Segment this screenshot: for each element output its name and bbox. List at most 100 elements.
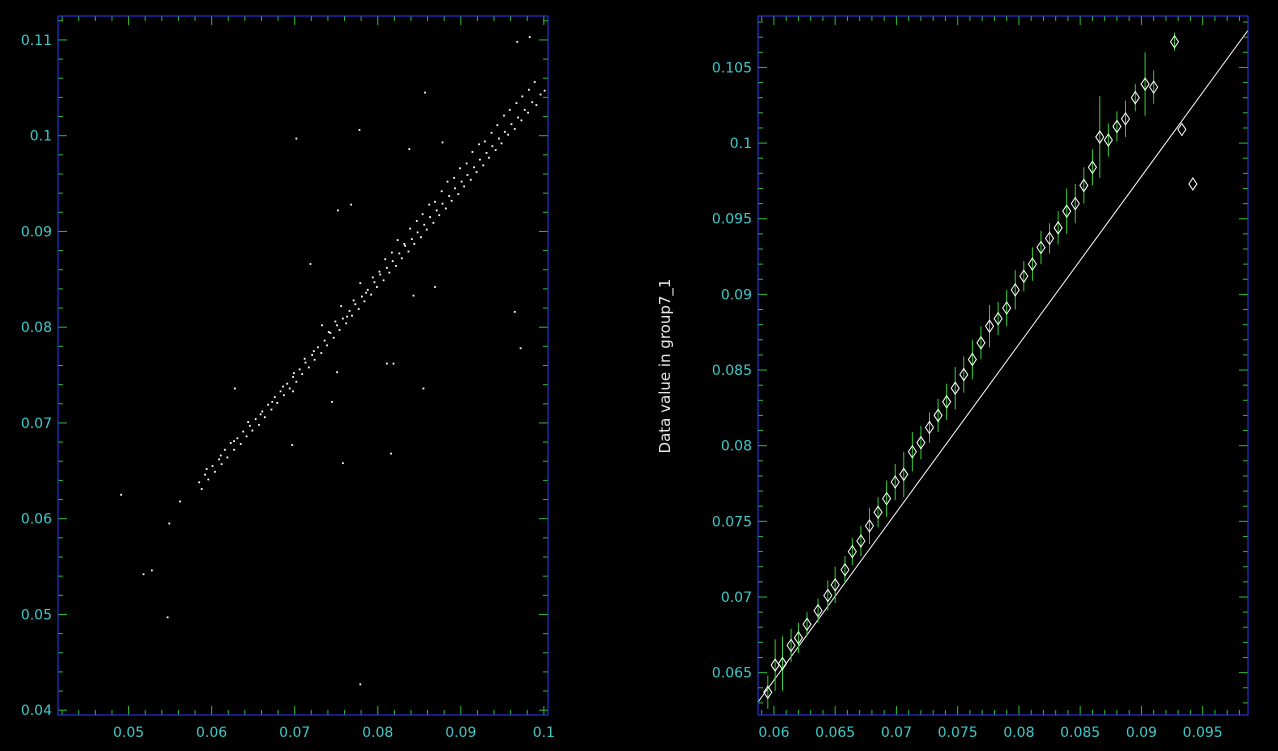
scatter-point	[200, 488, 203, 490]
diamond-marker	[1130, 90, 1140, 105]
diamond-marker	[1036, 240, 1046, 255]
left-y-tick-label: 0.09	[21, 224, 52, 240]
scatter-point	[311, 354, 314, 356]
scatter-point	[395, 265, 397, 267]
scatter-point	[309, 263, 312, 265]
scatter-point	[429, 216, 431, 218]
scatter-point	[304, 361, 307, 364]
scatter-point	[321, 324, 324, 327]
diamond-marker	[777, 656, 788, 671]
scatter-point	[508, 108, 511, 111]
scatter-point	[258, 423, 260, 426]
diamond-marker	[899, 467, 909, 482]
scatter-point	[488, 156, 490, 159]
right-y-tick-label: 0.085	[712, 363, 752, 379]
scatter-point	[469, 178, 472, 181]
scatter-point	[331, 400, 333, 403]
scatter-point	[276, 401, 279, 404]
scatter-point	[286, 382, 289, 385]
left-axis-ticks	[58, 16, 548, 715]
scatter-point	[388, 271, 391, 274]
scatter-point	[150, 569, 153, 572]
scatter-point	[301, 373, 304, 376]
scatter-point	[398, 252, 401, 255]
scatter-point	[404, 244, 407, 247]
scatter-point	[359, 683, 362, 686]
scatter-point	[371, 276, 374, 279]
scatter-point	[320, 352, 323, 354]
scatter-point	[510, 123, 513, 126]
left-y-tick-label: 0.1	[30, 129, 52, 145]
diamond-marker	[840, 562, 850, 577]
diamond-marker	[907, 444, 917, 459]
scatter-point	[218, 458, 221, 461]
right-y-tick-label: 0.105	[712, 60, 752, 76]
diamond-marker	[1188, 177, 1198, 191]
right-x-tick-label: 0.09	[1126, 725, 1157, 741]
diamond-marker	[1095, 130, 1105, 144]
scatter-point	[471, 151, 474, 153]
scatter-point	[282, 385, 284, 388]
scatter-point	[341, 462, 344, 465]
diamond-marker	[882, 491, 892, 506]
scatter-point	[539, 93, 542, 96]
scatter-point	[410, 238, 413, 241]
scatter-point	[282, 394, 285, 397]
left-y-tick-label: 0.06	[21, 512, 52, 528]
diamond-marker	[1070, 196, 1080, 211]
scatter-point	[313, 358, 316, 361]
scatter-point	[295, 137, 298, 140]
diamond-marker	[770, 658, 780, 672]
scatter-point	[513, 128, 516, 130]
left-y-tick-label: 0.04	[21, 703, 52, 719]
scatter-point	[338, 329, 341, 331]
scatter-point	[441, 202, 444, 205]
scatter-point	[421, 213, 424, 216]
left-y-tick-label: 0.05	[21, 607, 52, 623]
scatter-point	[327, 331, 330, 333]
scatter-point	[271, 400, 274, 403]
diamond-marker	[793, 630, 804, 645]
right-x-tick-label: 0.095	[1183, 725, 1223, 741]
scatter-point	[444, 207, 447, 210]
scatter-point	[292, 376, 294, 378]
scatter-point	[267, 403, 270, 406]
left-x-tick-label: 0.05	[113, 725, 144, 741]
scatter-point	[348, 310, 351, 312]
diamond-marker	[873, 505, 883, 520]
right-x-tick-label: 0.08	[1003, 725, 1034, 741]
scatter-point	[513, 310, 516, 313]
diamond-marker	[802, 617, 812, 632]
right-x-tick-label: 0.075	[938, 725, 978, 741]
scatter-point	[500, 142, 503, 145]
diamond-marker	[1062, 204, 1072, 219]
diamond-marker	[1177, 122, 1187, 137]
scatter-point	[378, 270, 381, 273]
diamond-marker	[1140, 77, 1150, 91]
diamond-marker	[786, 638, 796, 653]
diamond-marker	[959, 367, 969, 382]
scatter-point	[517, 116, 520, 119]
scatter-point	[494, 149, 497, 151]
diamond-marker	[856, 534, 866, 548]
right-fit-line	[757, 29, 1249, 703]
scatter-point	[425, 228, 428, 231]
diamond-marker	[1112, 119, 1122, 134]
scatter-point	[533, 81, 536, 83]
left-plot-frame	[57, 15, 549, 716]
scatter-point	[239, 443, 242, 445]
diamond-marker	[993, 311, 1003, 326]
diamond-marker	[1169, 34, 1180, 49]
diamond-marker	[942, 394, 952, 409]
scatter-point	[358, 129, 361, 131]
right-y-tick-label: 0.075	[712, 514, 752, 530]
scatter-point	[521, 95, 524, 98]
scatter-point	[336, 371, 338, 374]
scatter-point	[440, 190, 443, 193]
scatter-point	[503, 130, 506, 133]
scatter-point	[336, 324, 338, 327]
scatter-point	[543, 89, 546, 92]
left-x-tick-label: 0.06	[196, 725, 227, 741]
scatter-point	[485, 152, 488, 154]
